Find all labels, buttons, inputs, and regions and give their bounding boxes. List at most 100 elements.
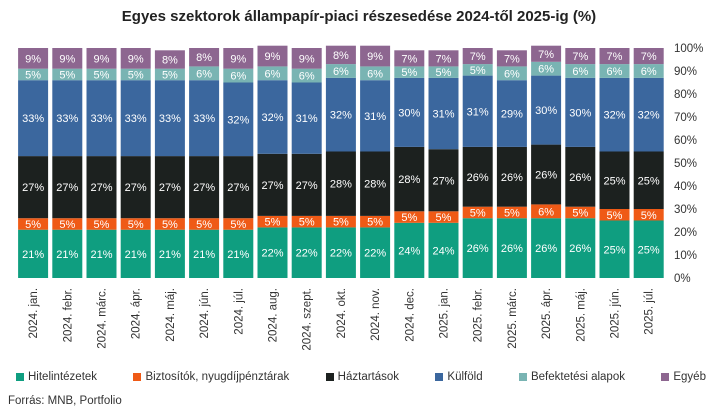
bar-segment [52,229,83,278]
bar-segment [154,80,185,157]
data-label: 27% [296,180,318,192]
data-label: 32% [330,110,352,122]
y-tick-label: 40% [674,181,697,193]
data-label: 32% [227,114,249,126]
data-label: 7% [401,53,417,65]
x-tick-label: 2024. dec. [404,288,416,342]
y-tick-label: 10% [674,250,697,262]
data-label: 8% [162,55,178,67]
bar-segment [462,64,493,76]
data-label: 7% [572,51,588,63]
bar-segment [599,77,630,152]
bar-segment [394,222,425,278]
bar-segment [154,229,185,278]
bar-segment [18,48,49,69]
data-label: 29% [501,109,523,121]
data-label: 5% [470,207,486,219]
x-tick-label: 2024. jan. [28,288,40,339]
data-label: 27% [125,182,147,194]
data-label: 6% [607,66,623,78]
bar-segment [565,206,596,219]
bar-segment [394,66,425,78]
data-label: 9% [128,53,144,65]
data-label: 26% [535,243,557,255]
bar-segment [291,153,322,216]
data-label: 5% [641,210,657,222]
bar-segment [291,68,322,83]
bar-segment [223,218,254,230]
data-label: 5% [607,210,623,222]
legend-label: Biztosítók, nyugdíjpénztárak [145,371,290,383]
bar-segment [325,215,356,228]
bar-segment [120,229,151,278]
data-label: 8% [333,50,349,62]
bar-segment [394,77,425,147]
bar-segment [633,220,664,278]
data-label: 22% [330,248,352,260]
legend-swatch [325,373,334,381]
legend-label: Hitelintézetek [28,371,98,383]
x-tick-label: 2024. nov. [370,288,382,341]
x-tick-label: 2025. márc. [507,288,519,349]
data-label: 26% [467,172,489,184]
data-label: 22% [261,248,283,260]
x-tick-label: 2025. ápr. [541,288,553,339]
data-label: 6% [367,68,383,80]
data-label: 26% [501,172,523,184]
bar-segment [325,77,356,152]
bar-segment [496,66,527,81]
bar-segment [257,215,288,228]
bar-segment [52,156,83,219]
bar-segment [223,82,254,157]
bar-segment [325,151,356,216]
bar-segment [154,156,185,219]
data-label: 28% [398,174,420,186]
legend-label: Külföld [447,371,483,383]
data-label: 5% [94,219,110,231]
bar-segment [189,48,220,67]
data-label: 5% [572,207,588,219]
bar-segment [496,50,527,67]
data-label: 5% [504,207,520,219]
bar-segment [52,68,83,81]
bar-segment [599,64,630,78]
bar-segment [154,218,185,230]
bar-segment [531,204,562,219]
bar-segment [154,68,185,81]
data-label: 6% [538,64,554,76]
bar-segment [120,68,151,81]
data-label: 5% [94,69,110,81]
bar-segment [86,218,117,230]
data-label: 5% [333,217,349,229]
bar-segment [120,80,151,157]
legend-item: Külföld [435,371,483,383]
data-label: 7% [504,53,520,65]
data-label: 5% [128,219,144,231]
bar-segment [565,218,596,278]
legend-label: Háztartások [337,371,400,383]
legend-swatch [435,373,444,381]
x-tick-label: 2024. aug. [268,288,280,342]
data-label: 5% [162,69,178,81]
data-label: 9% [230,53,246,65]
data-label: 6% [230,71,246,83]
data-label: 5% [59,219,75,231]
y-tick-label: 0% [674,273,691,285]
data-label: 33% [56,113,78,125]
legend-item: Egyéb [661,371,706,383]
bar-segment [496,206,527,219]
bar-segment [18,218,49,230]
data-label: 21% [159,249,181,261]
data-label: 5% [196,219,212,231]
bar-segment [360,215,391,228]
data-label: 24% [432,245,454,257]
data-label: 30% [398,107,420,119]
bar-segment [428,211,459,223]
x-tick-label: 2025. máj. [575,288,587,342]
legend-item: Befektetési alapok [518,371,625,383]
y-tick-label: 80% [674,89,697,101]
data-label: 21% [227,249,249,261]
bar-segment [531,218,562,278]
legend-swatch [16,373,24,381]
